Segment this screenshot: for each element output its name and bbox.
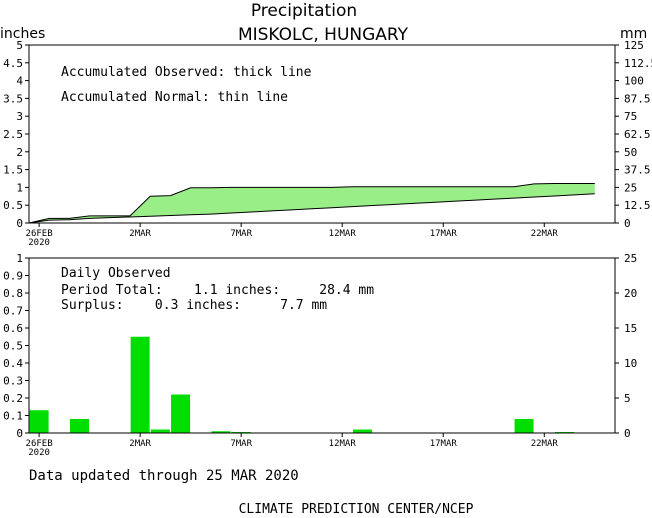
y-tick-label: 0.3 (3, 375, 23, 388)
x-tick-label: 17MAR (430, 439, 458, 449)
legend-observed: Accumulated Observed: thick line (61, 65, 312, 80)
credit-line: CLIMATE PREDICTION CENTER/NCEP (239, 502, 474, 517)
daily-bar (171, 394, 191, 433)
x-tick-label: 12MAR (329, 229, 357, 239)
y-tick-label: 4.5 (3, 57, 23, 70)
y-tick-label: 0.9 (3, 270, 23, 283)
y2-tick-label: 112.5 (624, 57, 652, 70)
legend-surplus: Surplus: 0.3 inches: 7.7 mm (61, 298, 327, 313)
y2-tick-label: 50 (624, 146, 637, 159)
y-tick-label: 2 (16, 146, 23, 159)
y-tick-label: 1 (16, 181, 23, 194)
x-tick-label: 26FEB (26, 439, 53, 449)
y2-tick-label: 25 (624, 181, 637, 194)
right-unit-label: mm (620, 26, 647, 42)
y-tick-label: 0.5 (3, 199, 23, 212)
legend-normal: Accumulated Normal: thin line (61, 90, 288, 105)
y-tick-label: 0.8 (3, 287, 23, 300)
y-tick-label: 0.7 (3, 305, 23, 318)
y-tick-label: 0 (16, 427, 23, 440)
y-tick-label: 0 (16, 217, 23, 230)
y-tick-label: 0.5 (3, 340, 23, 353)
y2-tick-label: 62.5 (624, 128, 651, 141)
y-tick-label: 0.4 (3, 357, 23, 370)
y-tick-label: 0.6 (3, 322, 23, 335)
observed-area (29, 183, 595, 223)
y2-tick-label: 10 (624, 357, 637, 370)
y2-tick-label: 0 (624, 427, 631, 440)
data-updated-note: Data updated through 25 MAR 2020 (29, 468, 299, 484)
y2-tick-label: 125 (624, 39, 644, 52)
normal-line (28, 193, 595, 224)
y-tick-label: 1.5 (3, 164, 23, 177)
y2-tick-label: 100 (624, 75, 644, 88)
daily-bars (29, 336, 574, 433)
y-tick-label: 0.2 (3, 392, 23, 405)
y2-tick-label: 12.5 (624, 199, 651, 212)
x-tick-label: 22MAR (531, 229, 559, 239)
left-unit-label: inches (0, 26, 45, 42)
daily-bar (352, 429, 372, 433)
y-tick-label: 4 (16, 75, 23, 88)
x-tick-label: 12MAR (329, 439, 357, 449)
y-tick-label: 1 (16, 252, 23, 265)
accumulated-axes: 00.511.522.533.544.55012.52537.55062.575… (3, 39, 652, 248)
legend-daily-observed: Daily Observed (61, 266, 171, 281)
daily-bar (150, 429, 170, 433)
x-tick-label: 7MAR (230, 229, 252, 239)
y2-tick-label: 25 (624, 252, 637, 265)
y2-tick-label: 5 (624, 392, 631, 405)
y2-tick-label: 20 (624, 287, 637, 300)
y2-tick-label: 87.5 (624, 92, 651, 105)
daily-bar (514, 419, 534, 433)
daily-axes: 00.10.20.30.40.50.60.70.80.9105101520252… (3, 252, 637, 458)
chart-title: Precipitation (251, 1, 357, 21)
x-tick-sublabel: 2020 (28, 238, 50, 248)
y2-tick-label: 37.5 (624, 164, 651, 177)
daily-bar (211, 431, 231, 433)
y-tick-label: 5 (16, 39, 23, 52)
legend-period-total: Period Total: 1.1 inches: 28.4 mm (61, 283, 374, 298)
x-tick-label: 22MAR (531, 439, 559, 449)
chart-subtitle: MISKOLC, HUNGARY (238, 25, 409, 45)
daily-bar (70, 419, 90, 433)
observed-line (28, 182, 595, 224)
x-tick-label: 2MAR (129, 439, 151, 449)
accumulated-panel: 00.511.522.533.544.55012.52537.55062.575… (3, 39, 652, 248)
daily-bar (130, 336, 150, 433)
x-tick-label: 17MAR (430, 229, 458, 239)
x-tick-sublabel: 2020 (28, 448, 50, 458)
y-tick-label: 3 (16, 110, 23, 123)
y2-tick-label: 15 (624, 322, 637, 335)
x-tick-label: 7MAR (230, 439, 252, 449)
x-tick-label: 26FEB (26, 229, 53, 239)
y-tick-label: 0.1 (3, 410, 23, 423)
daily-bar (29, 410, 49, 433)
y-tick-label: 3.5 (3, 92, 23, 105)
y2-tick-label: 75 (624, 110, 637, 123)
daily-panel: 00.10.20.30.40.50.60.70.80.9105101520252… (3, 252, 637, 458)
x-tick-label: 2MAR (129, 229, 151, 239)
y2-tick-label: 0 (624, 217, 631, 230)
y-tick-label: 2.5 (3, 128, 23, 141)
